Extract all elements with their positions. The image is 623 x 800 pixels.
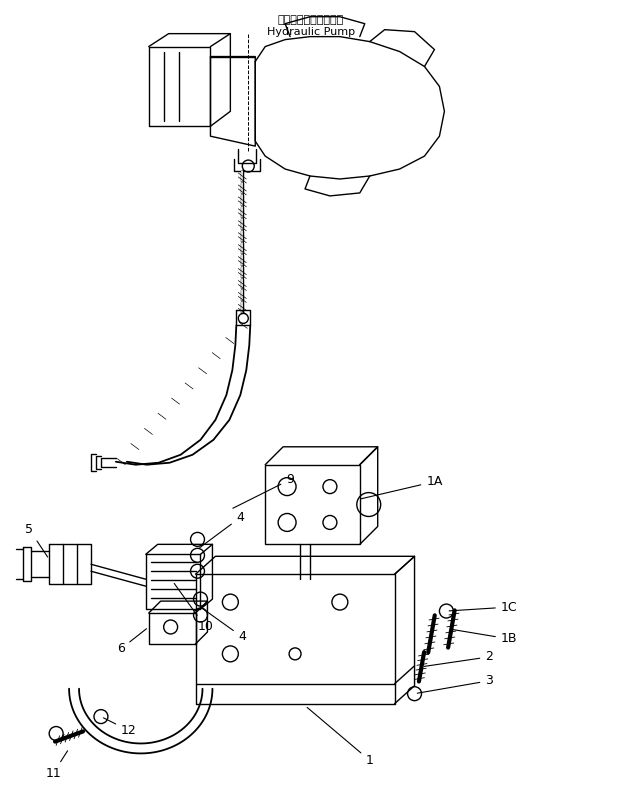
Text: 1B: 1B [452,630,517,646]
Circle shape [94,710,108,723]
Text: Hydraulic Pump: Hydraulic Pump [267,26,355,37]
Circle shape [439,604,454,618]
Text: 10: 10 [174,583,214,634]
Text: ハイドロリックポンプ: ハイドロリックポンプ [278,14,344,25]
Text: 2: 2 [424,650,493,666]
Circle shape [407,686,422,701]
Text: 5: 5 [26,523,47,557]
Text: 4: 4 [202,609,246,643]
Text: 1: 1 [307,707,374,767]
Text: 1C: 1C [449,601,518,614]
Text: 6: 6 [117,629,146,655]
Text: 3: 3 [417,674,493,694]
Text: 1A: 1A [361,475,442,499]
Text: 11: 11 [45,750,67,780]
Bar [196,574,394,684]
Text: 9: 9 [233,473,294,508]
Text: 4: 4 [200,511,244,548]
Text: 12: 12 [103,718,136,737]
Bar [265,465,360,544]
Circle shape [49,726,63,741]
